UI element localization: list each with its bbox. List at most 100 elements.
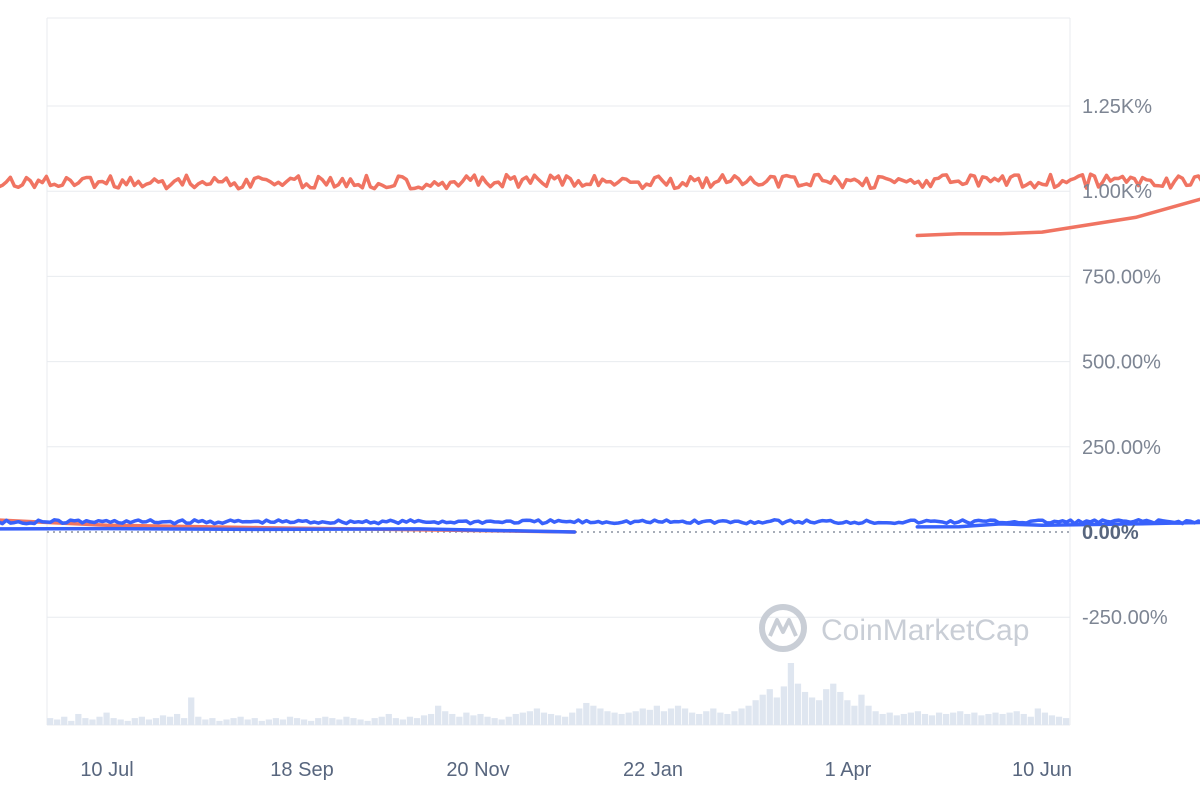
volume-bar — [907, 712, 914, 725]
volume-bar — [964, 713, 971, 725]
volume-bar — [420, 715, 428, 725]
volume-bar — [738, 708, 745, 725]
series-line-0 — [0, 172, 1200, 534]
volume-bar — [1034, 708, 1041, 725]
x-tick-label: 10 Jul — [80, 759, 133, 781]
volume-bar — [413, 718, 421, 725]
y-tick-label: 1.25K% — [1082, 96, 1152, 118]
volume-bar — [999, 713, 1006, 725]
x-tick-label: 22 Jan — [623, 759, 683, 781]
volume-bar — [950, 712, 957, 725]
volume-bar — [258, 720, 265, 725]
volume-bar — [681, 708, 689, 725]
volume-bar — [801, 691, 809, 725]
volume-bar — [717, 712, 724, 725]
y-tick-label: 250.00% — [1082, 437, 1161, 459]
volume-bar — [914, 711, 922, 725]
volume-bar — [766, 689, 773, 725]
volume-bar — [329, 718, 336, 725]
volume-bar — [491, 718, 498, 725]
volume-bar — [696, 713, 703, 725]
volume-bar — [435, 705, 442, 725]
volume-bar — [794, 683, 802, 725]
volume-bar — [166, 716, 174, 725]
volume-bar — [286, 716, 294, 725]
volume-bar — [512, 713, 519, 725]
volume-bar — [230, 718, 237, 725]
x-tick-label: 10 Jun — [1012, 759, 1072, 781]
volume-bar — [244, 719, 251, 725]
x-tick-label: 20 Nov — [446, 759, 509, 781]
volume-bar — [103, 712, 110, 725]
volume-bar — [660, 711, 668, 725]
volume-bar — [223, 719, 230, 725]
volume-bar — [1013, 711, 1020, 725]
volume-bar — [872, 711, 879, 725]
volume-bar — [703, 711, 710, 725]
volume-bar — [787, 663, 795, 725]
volume-bar — [406, 716, 414, 725]
volume-bar — [900, 713, 907, 725]
y-tick-label: 500.00% — [1082, 352, 1161, 374]
volume-bar — [138, 716, 145, 725]
volume-bar — [427, 713, 435, 725]
volume-bar — [61, 716, 68, 725]
coinmarketcap-logo-icon — [759, 604, 807, 652]
volume-bar — [604, 711, 611, 725]
volume-bar — [279, 719, 287, 725]
volume-bar — [54, 719, 61, 725]
volume-bar — [470, 715, 477, 725]
volume-bar — [724, 713, 731, 725]
volume-bar — [96, 716, 103, 725]
volume-bar — [456, 716, 463, 725]
volume-bar — [89, 719, 96, 725]
volume-bar — [293, 718, 301, 725]
volume-bar — [308, 720, 315, 725]
volume-bar — [1048, 715, 1056, 725]
volume-bars — [47, 663, 1070, 725]
y-tick-label: 750.00% — [1082, 266, 1161, 288]
volume-bar — [519, 712, 526, 725]
volume-bar — [547, 713, 555, 725]
volume-bar — [399, 719, 407, 725]
volume-bar — [371, 718, 378, 725]
volume-bar — [569, 712, 576, 725]
volume-bar — [533, 708, 541, 725]
volume-bar — [590, 705, 597, 725]
volume-bar — [315, 718, 322, 725]
volume-bar — [159, 715, 167, 725]
volume-bar — [554, 715, 562, 725]
volume-bar — [463, 712, 470, 725]
volume-bar — [1006, 712, 1013, 725]
volume-bar — [978, 715, 985, 725]
volume-bar — [780, 686, 787, 725]
volume-bar — [674, 705, 682, 725]
volume-bar — [188, 697, 195, 725]
volume-bar — [639, 708, 646, 725]
volume-bar — [653, 705, 660, 725]
volume-bar — [300, 719, 308, 725]
volume-bar — [265, 719, 272, 725]
volume-bar — [152, 718, 160, 725]
volume-bar — [971, 712, 978, 725]
y-tick-label: 0.00% — [1082, 522, 1139, 544]
volume-bar — [879, 713, 886, 725]
volume-bar — [893, 715, 900, 725]
coinmarketcap-logo-mark — [768, 618, 798, 637]
volume-bar — [1041, 712, 1049, 725]
volume-bar — [442, 711, 449, 725]
volume-bar — [272, 718, 280, 725]
volume-bar — [886, 712, 893, 725]
watermark-text: CoinMarketCap — [821, 614, 1029, 647]
volume-bar — [837, 691, 844, 725]
volume-bar — [858, 694, 865, 725]
volume-bar — [385, 713, 392, 725]
volume-bar — [618, 713, 625, 725]
volume-bar — [576, 708, 583, 725]
volume-bar — [992, 712, 999, 725]
volume-bar — [830, 683, 837, 725]
volume-bar — [449, 713, 456, 725]
volume-bar — [216, 720, 223, 725]
volume-bar — [237, 716, 244, 725]
volume-bar — [865, 705, 872, 725]
